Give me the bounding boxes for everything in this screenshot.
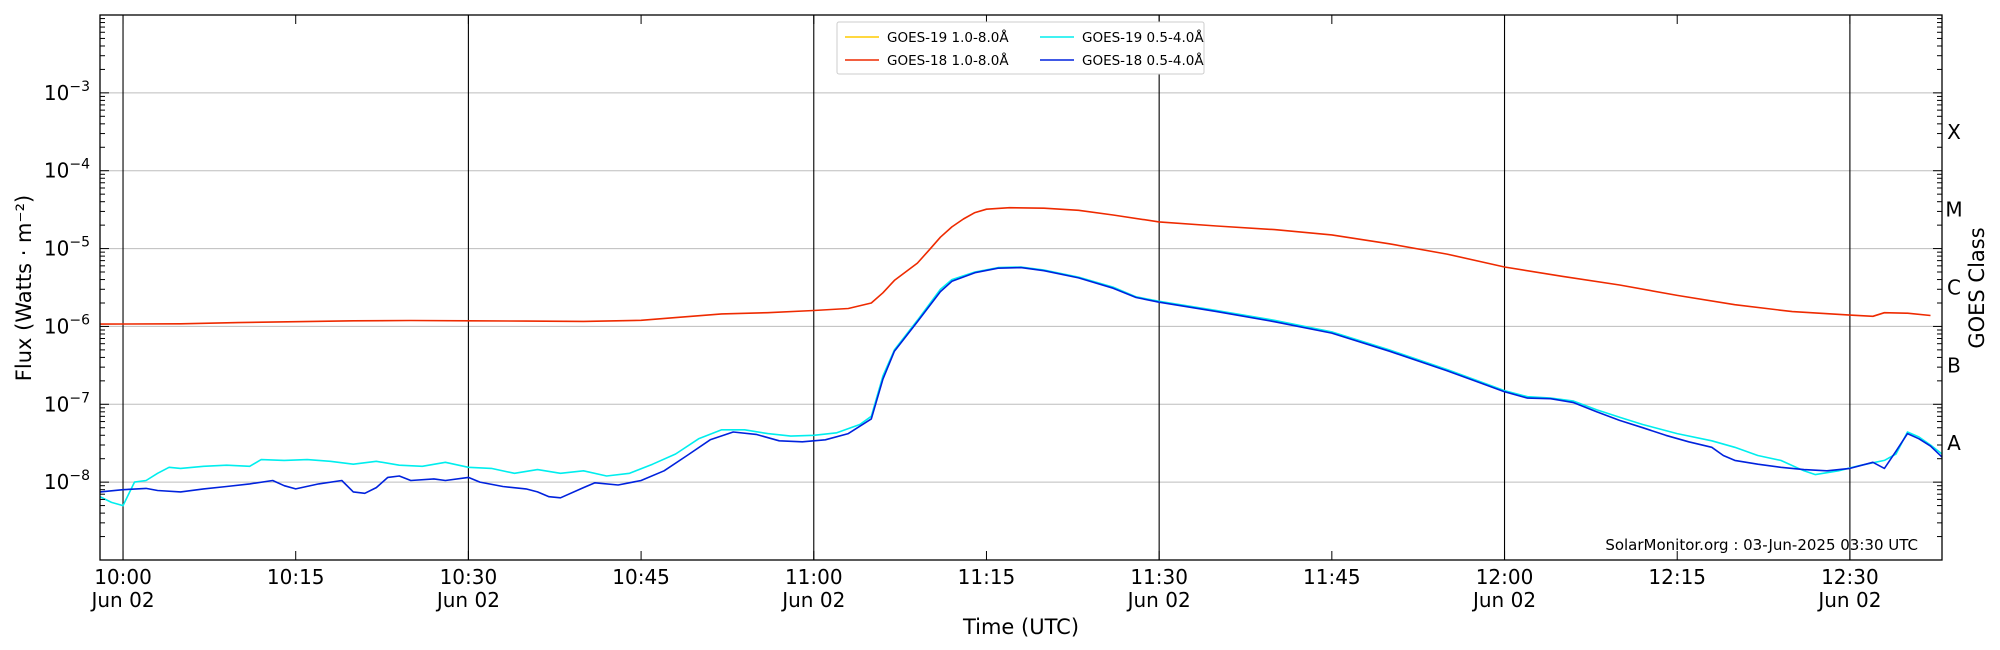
x-tick-date-label: Jun 02 [1816,588,1881,612]
series-line [99,206,1931,325]
grid-layer [100,92,1942,483]
legend-label: GOES-18 1.0-8.0Å [887,52,1009,69]
footer-credit: SolarMonitor.org : 03-Jun-2025 03:30 UTC [1605,536,1918,554]
y-tick-label: 10−6 [44,312,90,338]
y-tick-label: 10−5 [44,235,90,261]
y-tick-label: 10−4 [44,157,90,183]
legend-box [836,21,1205,75]
series-line [99,266,1943,499]
x-tick-label: 11:45 [1303,565,1361,589]
legend-label: GOES-18 0.5-4.0Å [1082,52,1204,69]
series-layer [99,206,1943,507]
plot-frame [99,14,1943,561]
y-tick-label: 10−8 [44,468,90,494]
x-tick-label: 12:30 [1821,565,1879,589]
goes-class-axis-title: GOES Class [1965,227,1989,348]
x-tick-label: 12:00 [1476,565,1534,589]
x-tick-label: 10:15 [267,565,325,589]
legend-label: GOES-19 0.5-4.0Å [1082,29,1204,46]
x-tick-date-label: Jun 02 [435,588,500,612]
goes-class-labels: A B C M X [1945,120,1962,455]
x-tick-label: 10:30 [440,565,498,589]
series-line [99,266,1943,507]
goes-class-label: A [1947,431,1961,455]
goes-class-label: X [1947,120,1961,144]
goes-class-label: B [1947,353,1961,377]
y-tick-label: 10−3 [44,79,90,105]
goes-class-label: C [1947,276,1961,300]
goes-class-label: M [1945,198,1962,222]
x-tick-label: 12:15 [1648,565,1706,589]
x-tick-date-label: Jun 02 [780,588,845,612]
vertical-lines-layer [122,15,1851,560]
y-axis-title: Flux (Watts · m⁻²) [12,195,36,381]
x-tick-date-label: Jun 02 [89,588,154,612]
legend: GOES-19 1.0-8.0Å GOES-18 1.0-8.0Å GOES-19 … [836,21,1205,75]
y-tick-labels: 10−8 10−7 10−6 10−5 10−4 10−3 [44,79,90,494]
x-tick-label: 11:30 [1130,565,1188,589]
x-tick-label: 11:15 [958,565,1016,589]
legend-label: GOES-19 1.0-8.0Å [887,29,1009,46]
x-tick-label: 10:45 [612,565,670,589]
x-tick-date-label: Jun 02 [1471,588,1536,612]
y-tick-label: 10−7 [44,390,90,416]
minor-ticks-layer [100,15,1942,561]
x-tick-date-label: Jun 02 [1126,588,1191,612]
x-axis-title: Time (UTC) [962,615,1079,639]
x-tick-label: 11:00 [785,565,843,589]
x-tick-label: 10:00 [94,565,152,589]
